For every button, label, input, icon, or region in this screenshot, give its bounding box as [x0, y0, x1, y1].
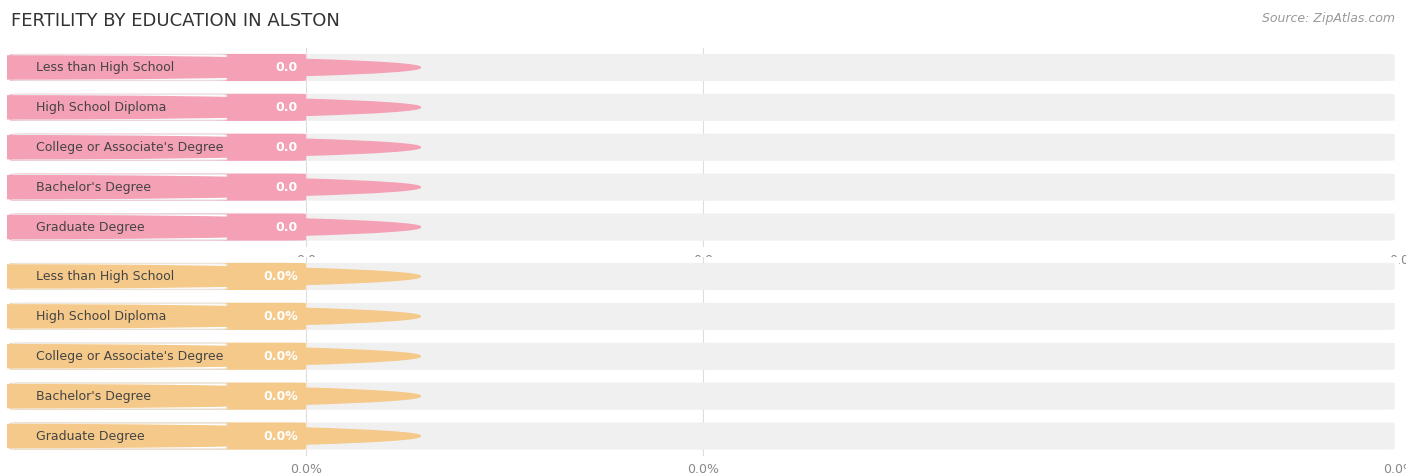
FancyBboxPatch shape — [10, 133, 307, 161]
Circle shape — [0, 425, 420, 447]
FancyBboxPatch shape — [10, 263, 307, 290]
FancyBboxPatch shape — [10, 213, 307, 241]
Text: 0.0: 0.0 — [297, 254, 316, 267]
Text: 0.0: 0.0 — [276, 61, 298, 74]
Text: 0.0: 0.0 — [276, 101, 298, 114]
FancyBboxPatch shape — [10, 422, 1395, 450]
Text: 0.0%: 0.0% — [263, 429, 298, 443]
Text: Less than High School: Less than High School — [37, 270, 174, 283]
Text: 0.0%: 0.0% — [263, 390, 298, 403]
FancyBboxPatch shape — [10, 133, 1395, 161]
FancyBboxPatch shape — [11, 174, 226, 200]
Circle shape — [0, 385, 420, 408]
Text: High School Diploma: High School Diploma — [37, 101, 167, 114]
Text: 0.0%: 0.0% — [263, 350, 298, 363]
FancyBboxPatch shape — [10, 303, 1395, 330]
FancyBboxPatch shape — [11, 383, 226, 409]
FancyBboxPatch shape — [10, 263, 1395, 290]
Circle shape — [0, 96, 420, 119]
FancyBboxPatch shape — [10, 303, 307, 330]
Text: Bachelor's Degree: Bachelor's Degree — [37, 180, 152, 194]
Circle shape — [0, 56, 420, 79]
Text: High School Diploma: High School Diploma — [37, 310, 167, 323]
Text: Source: ZipAtlas.com: Source: ZipAtlas.com — [1261, 12, 1395, 25]
FancyBboxPatch shape — [10, 213, 1395, 241]
Circle shape — [0, 265, 420, 288]
Circle shape — [0, 216, 420, 238]
FancyBboxPatch shape — [11, 55, 226, 80]
FancyBboxPatch shape — [10, 94, 307, 121]
Text: 0.0: 0.0 — [276, 180, 298, 194]
FancyBboxPatch shape — [10, 54, 1395, 81]
FancyBboxPatch shape — [10, 94, 1395, 121]
Text: Graduate Degree: Graduate Degree — [37, 220, 145, 234]
Text: 0.0%: 0.0% — [688, 463, 718, 475]
Text: Less than High School: Less than High School — [37, 61, 174, 74]
Text: 0.0: 0.0 — [693, 254, 713, 267]
FancyBboxPatch shape — [11, 264, 226, 289]
Circle shape — [0, 176, 420, 199]
FancyBboxPatch shape — [10, 342, 1395, 370]
FancyBboxPatch shape — [11, 95, 226, 120]
Text: 0.0: 0.0 — [1389, 254, 1406, 267]
Text: 0.0%: 0.0% — [263, 270, 298, 283]
FancyBboxPatch shape — [10, 173, 1395, 201]
FancyBboxPatch shape — [11, 343, 226, 369]
Text: College or Associate's Degree: College or Associate's Degree — [37, 350, 224, 363]
Text: College or Associate's Degree: College or Associate's Degree — [37, 141, 224, 154]
FancyBboxPatch shape — [10, 382, 307, 410]
Text: FERTILITY BY EDUCATION IN ALSTON: FERTILITY BY EDUCATION IN ALSTON — [11, 12, 340, 30]
FancyBboxPatch shape — [10, 422, 307, 450]
FancyBboxPatch shape — [10, 342, 307, 370]
FancyBboxPatch shape — [11, 134, 226, 160]
Text: Graduate Degree: Graduate Degree — [37, 429, 145, 443]
Text: 0.0%: 0.0% — [1384, 463, 1406, 475]
Circle shape — [0, 305, 420, 328]
FancyBboxPatch shape — [11, 214, 226, 240]
FancyBboxPatch shape — [11, 304, 226, 329]
FancyBboxPatch shape — [10, 382, 1395, 410]
Text: 0.0%: 0.0% — [290, 463, 322, 475]
Text: 0.0: 0.0 — [276, 141, 298, 154]
Circle shape — [0, 345, 420, 368]
FancyBboxPatch shape — [11, 423, 226, 449]
FancyBboxPatch shape — [10, 54, 307, 81]
FancyBboxPatch shape — [10, 173, 307, 201]
Text: 0.0%: 0.0% — [263, 310, 298, 323]
Text: 0.0: 0.0 — [276, 220, 298, 234]
Circle shape — [0, 136, 420, 159]
Text: Bachelor's Degree: Bachelor's Degree — [37, 390, 152, 403]
